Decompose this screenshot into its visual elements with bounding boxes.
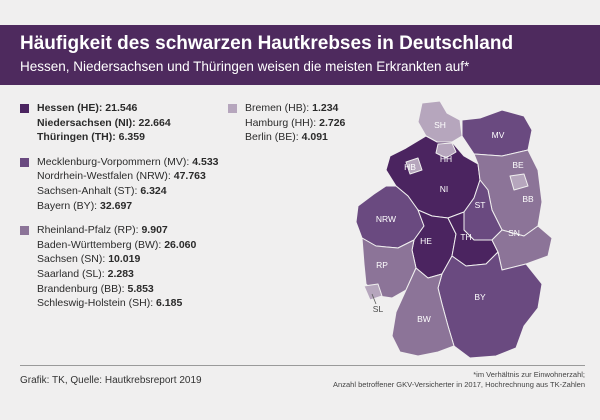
legend-left-column: Hessen (HE): 21.546 Niedersachsen (NI): … (20, 101, 219, 321)
map-label-he: HE (420, 236, 432, 246)
map-label-th: TH (460, 232, 471, 242)
legend-item-value: 1.234 (312, 102, 339, 114)
legend-item: Rheinland-Pfalz (RP): 9.907 (37, 223, 219, 238)
footnote-line-1: *im Verhältnis zur Einwohnerzahl; (473, 370, 585, 379)
legend-item: Thüringen (TH): 6.359 (37, 130, 219, 145)
legend-item-value: 6.185 (156, 297, 183, 310)
state-sl (363, 283, 383, 301)
legend-item-name: Mecklenburg-Vorpommern (MV): (37, 155, 190, 168)
map-label-bb: BB (522, 194, 534, 204)
legend-swatch-darkest (20, 104, 29, 113)
legend-item: Hamburg (HH): 2.726 (245, 116, 345, 131)
legend-item-name: Sachsen-Anhalt (ST): (37, 184, 138, 197)
legend-item-value: 5.853 (127, 282, 154, 295)
legend-group-dark: Mecklenburg-Vorpommern (MV): 4.533 Nordr… (20, 155, 219, 213)
legend-item: Bremen (HB): 1.234 (245, 101, 345, 116)
state-sh (417, 100, 463, 143)
legend-item-value: 22.664 (138, 116, 171, 129)
legend-item-value: 2.283 (107, 267, 134, 280)
map-label-mv: MV (492, 130, 505, 140)
legend-item: Saarland (SL): 2.283 (37, 267, 219, 282)
legend-item-value: 2.726 (319, 116, 346, 129)
state-by (437, 251, 543, 359)
legend-item-name: Nordrhein-Westfalen (NRW): (37, 170, 171, 183)
legend-item: Brandenburg (BB): 5.853 (37, 282, 219, 297)
legend-item-name: Bremen (HB): (245, 102, 310, 114)
header-banner: Häufigkeit des schwarzen Hautkrebses in … (0, 25, 600, 85)
page-subtitle: Hessen, Niedersachsen und Thüringen weis… (20, 59, 470, 74)
legend-item-name: Sachsen (SN): (37, 253, 106, 266)
legend-item-name: Saarland (SL): (37, 267, 105, 280)
map-label-sl: SL (373, 304, 384, 314)
legend-item-value: 6.359 (118, 131, 145, 144)
sl-leader-line (371, 293, 377, 305)
legend-item-value: 32.697 (100, 199, 133, 212)
legend-item: Mecklenburg-Vorpommern (MV): 4.533 (37, 155, 219, 170)
legend-item-value: 21.546 (105, 102, 138, 114)
legend-swatch-medium (20, 226, 29, 236)
map-label-bw: BW (417, 314, 431, 324)
footer-divider (20, 365, 585, 366)
state-be (509, 173, 529, 191)
legend-item: Hessen (HE): 21.546 (37, 101, 219, 116)
map-label-be: BE (512, 160, 524, 170)
legend-item-value: 47.763 (173, 170, 206, 183)
legend-item-value: 4.091 (301, 131, 328, 144)
legend-swatch-lightest (228, 104, 237, 113)
legend-item-value: 26.060 (164, 238, 197, 251)
state-mv (461, 109, 533, 157)
legend-item: Nordrhein-Westfalen (NRW): 47.763 (37, 169, 219, 184)
footnote: *im Verhältnis zur Einwohnerzahl; Anzahl… (333, 370, 585, 390)
map-label-st: ST (475, 200, 486, 210)
map-label-ni: NI (440, 184, 449, 194)
legend-item: Baden-Württemberg (BW): 26.060 (37, 238, 219, 253)
state-hb (405, 157, 423, 175)
germany-map-svg: SH MV HH HB NI BE BB ST NRW SN HE TH RP … (355, 100, 553, 359)
footnote-line-2: Anzahl betroffener GKV-Versicherter in 2… (333, 380, 585, 389)
source-credit: Grafik: TK, Quelle: Hautkrebsreport 2019 (20, 375, 202, 386)
map-label-hh: HH (440, 154, 452, 164)
map-label-sh: SH (434, 120, 446, 130)
state-bw (391, 267, 455, 357)
legend-item-value: 10.019 (108, 253, 141, 266)
legend-item-name: Rheinland-Pfalz (RP): (37, 224, 139, 237)
legend-group-medium: Rheinland-Pfalz (RP): 9.907 Baden-Württe… (20, 223, 219, 311)
legend-item-name: Baden-Württemberg (BW): (37, 238, 162, 251)
legend-item: Sachsen-Anhalt (ST): 6.324 (37, 184, 219, 199)
map-label-hb: HB (404, 162, 416, 172)
legend-item-name: Hessen (HE): (37, 102, 103, 114)
legend-group-darkest: Hessen (HE): 21.546 Niedersachsen (NI): … (20, 101, 219, 145)
legend-item-value: 9.907 (141, 224, 168, 237)
legend-item-name: Brandenburg (BB): (37, 282, 125, 295)
map-label-rp: RP (376, 260, 388, 270)
germany-map: SH MV HH HB NI BE BB ST NRW SN HE TH RP … (352, 98, 562, 363)
legend-item-value: 6.324 (140, 184, 167, 197)
legend-item-value: 4.533 (192, 155, 219, 168)
legend-item-name: Niedersachsen (NI): (37, 116, 136, 129)
legend-item-name: Berlin (BE): (245, 131, 299, 144)
map-label-nrw: NRW (376, 214, 396, 224)
legend-item: Bayern (BY): 32.697 (37, 199, 219, 214)
legend-item-name: Thüringen (TH): (37, 131, 116, 144)
legend-right-column: Bremen (HB): 1.234 Hamburg (HH): 2.726 B… (228, 101, 345, 155)
legend-item: Berlin (BE): 4.091 (245, 130, 345, 145)
legend-item: Niedersachsen (NI): 22.664 (37, 116, 219, 131)
legend-item: Schleswig-Holstein (SH): 6.185 (37, 296, 219, 311)
legend-item-name: Hamburg (HH): (245, 116, 317, 129)
legend-item-name: Schleswig-Holstein (SH): (37, 297, 154, 310)
map-label-sn: SN (508, 228, 520, 238)
page-title: Häufigkeit des schwarzen Hautkrebses in … (20, 33, 514, 54)
legend-swatch-dark (20, 157, 29, 167)
state-hh (435, 142, 457, 159)
legend-group-lightest: Bremen (HB): 1.234 Hamburg (HH): 2.726 B… (228, 101, 345, 145)
map-label-by: BY (474, 292, 486, 302)
legend-item: Sachsen (SN): 10.019 (37, 252, 219, 267)
legend-item-name: Bayern (BY): (37, 199, 98, 212)
